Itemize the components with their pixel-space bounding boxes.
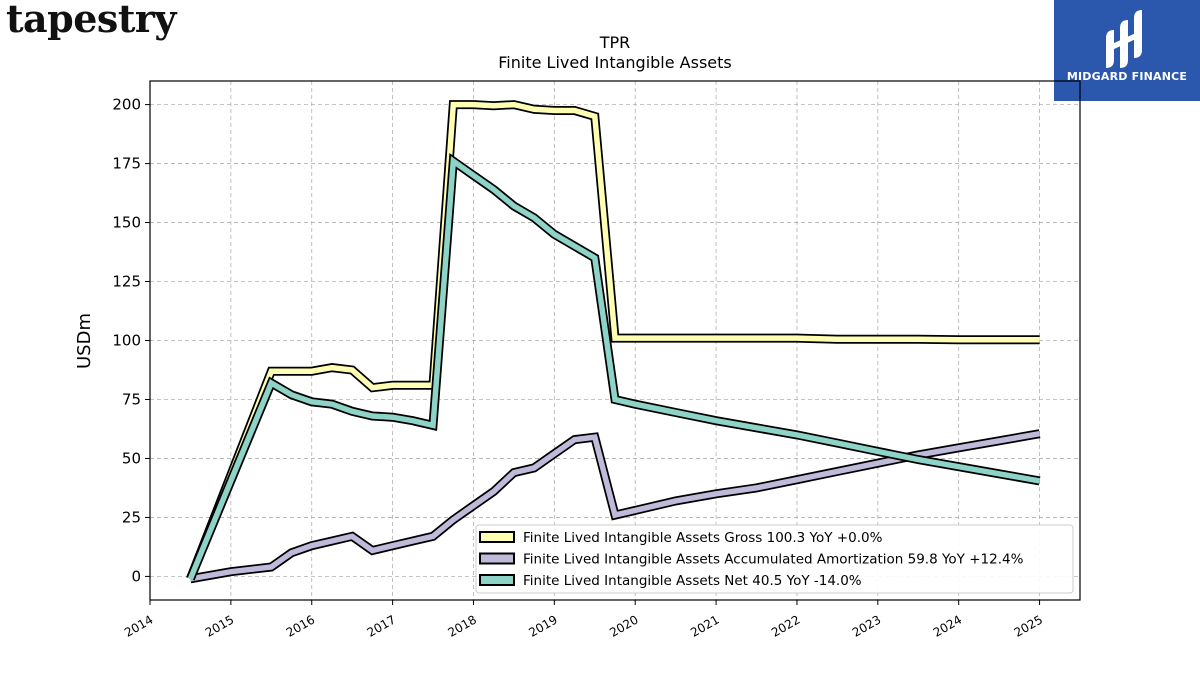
legend-swatch-2 (479, 574, 515, 586)
series-lines (186, 100, 1041, 584)
legend-box (475, 524, 1074, 594)
legend-swatch-1 (479, 552, 515, 565)
legend: Finite Lived Intangible Assets Gross 100… (475, 524, 1074, 594)
series-0-line (186, 100, 1040, 581)
x-tick-label: 2023 (850, 612, 883, 639)
series-2-line (186, 152, 1041, 581)
x-tick-label: 2015 (203, 612, 236, 639)
series-stroke (187, 156, 1041, 580)
y-tick-label: 25 (122, 508, 141, 526)
x-tick-label: 2019 (526, 612, 559, 639)
y-tick-label: 175 (112, 155, 141, 173)
legend-label-0: Finite Lived Intangible Assets Gross 100… (523, 530, 883, 546)
x-tick-label: 2016 (284, 612, 317, 639)
y-tick-label: 75 (122, 390, 141, 408)
y-tick-label: 0 (131, 567, 141, 585)
y-tick-label: 100 (112, 332, 141, 350)
x-tick-label: 2017 (365, 612, 398, 639)
x-tick-label: 2021 (688, 612, 721, 639)
series-stroke (189, 430, 1041, 582)
x-tick-label: 2022 (769, 612, 802, 639)
x-tick-label: 2014 (122, 612, 155, 639)
x-tick-label: 2025 (1012, 612, 1045, 639)
y-axis-label: USDm (74, 313, 95, 369)
y-tick-label: 50 (122, 449, 141, 467)
y-tick-label: 150 (112, 214, 141, 232)
series-1-line (189, 429, 1041, 584)
x-tick-label: 2018 (446, 612, 479, 639)
chart-title: TPR (599, 33, 631, 52)
x-tick-label: 2020 (607, 612, 640, 639)
legend-label-1: Finite Lived Intangible Assets Accumulat… (523, 552, 1024, 568)
midgard-mark-icon (1106, 10, 1142, 68)
y-tick-label: 200 (112, 96, 141, 114)
chart-subtitle: Finite Lived Intangible Assets (498, 53, 731, 72)
y-tick-label: 125 (112, 273, 141, 291)
midgard-finance-logo: MIDGARD FINANCE (1054, 0, 1200, 101)
legend-label-2: Finite Lived Intangible Assets Net 40.5 … (523, 573, 862, 589)
midgard-finance-wordmark: MIDGARD FINANCE (1066, 70, 1188, 83)
series-stroke (187, 101, 1040, 580)
x-tick-label: 2024 (931, 612, 964, 639)
brand-logo: tapestry (6, 0, 176, 41)
legend-swatch-0 (479, 531, 515, 543)
